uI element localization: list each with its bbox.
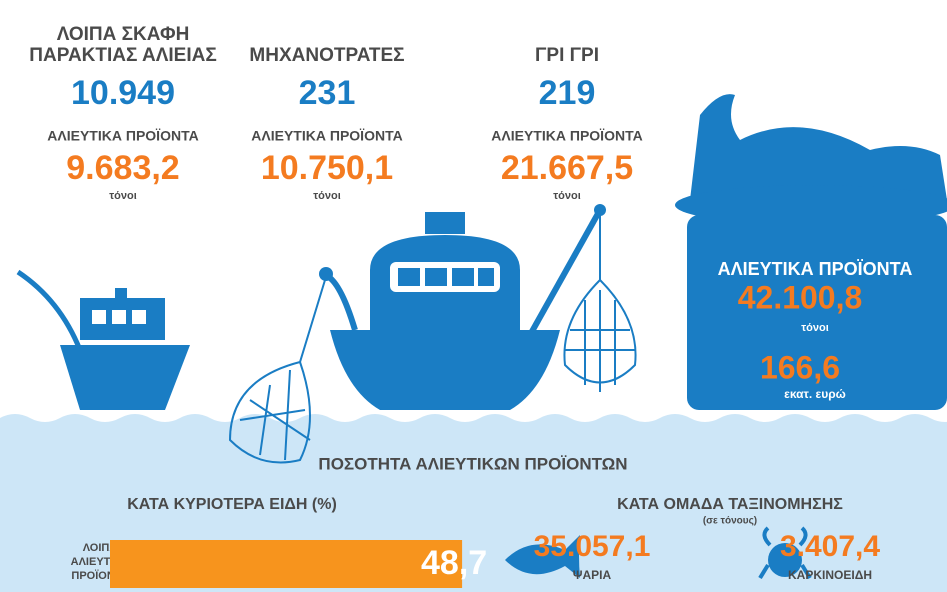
products-label: ΑΛΙΕΥΤΙΚΑ ΠΡΟΪΟΝΤΑ <box>47 128 198 144</box>
fleet-count: 219 <box>539 74 596 112</box>
fleet-title: ΛΟΙΠΑ ΣΚΑΦΗ <box>57 24 190 45</box>
products-value: 9.683,2 <box>66 149 179 187</box>
total-value: 166,6 <box>760 349 840 385</box>
nets <box>228 215 637 464</box>
bar-value: 48,7 <box>421 544 487 582</box>
icons <box>505 526 812 580</box>
subsection-title: ΚΑΤΑ ΟΜΑΔΑ ΤΑΞΙΝΟΜΗΣΗΣ <box>617 496 843 513</box>
unit: τόνοι <box>553 190 581 202</box>
bar-label: ΛΟΙΠΑ <box>83 542 118 554</box>
fleet-count: 231 <box>299 74 356 112</box>
products-label: ΑΛΙΕΥΤΙΚΑ ΠΡΟΪΟΝΤΑ <box>251 128 402 144</box>
section-title: ΠΟΣΟΤΗΤΑ ΑΛΙΕΥΤΙΚΩΝ ΠΡΟΪΟΝΤΩΝ <box>318 454 627 473</box>
subsection-subtitle: (σε τόνους) <box>703 516 757 527</box>
group-value: 3.407,4 <box>780 530 880 563</box>
products-value: 10.750,1 <box>261 149 393 187</box>
products-label: ΑΛΙΕΥΤΙΚΑ ΠΡΟΪΟΝΤΑ <box>491 128 642 144</box>
products-value: 21.667,5 <box>501 149 633 187</box>
unit: τόνοι <box>801 322 829 334</box>
unit: εκατ. ευρώ <box>784 387 846 401</box>
fleet-title: ΜΗΧΑΝΟΤΡΑΤΕΣ <box>249 45 404 66</box>
fleet-count: 10.949 <box>71 74 175 112</box>
bar <box>110 540 463 588</box>
unit: τόνοι <box>109 190 137 202</box>
fleet-title: ΓΡΙ ΓΡΙ <box>535 45 599 66</box>
total-label: ΑΛΙΕΥΤΙΚΑ ΠΡΟΪΟΝΤΑ <box>718 259 913 279</box>
fleet-title: ΠΑΡΑΚΤΙΑΣ ΑΛΙΕΙΑΣ <box>29 45 216 66</box>
unit: τόνοι <box>313 190 341 202</box>
group-label: ΚΑΡΚΙΝΟΕΙΔΗ <box>788 568 872 582</box>
group-label: ΨΑΡΙΑ <box>573 568 612 582</box>
subsection-title: ΚΑΤΑ ΚΥΡΙΟΤΕΡΑ ΕΙΔΗ (%) <box>127 496 337 513</box>
boats <box>16 94 947 410</box>
total-quantity: 42.100,8 <box>738 279 863 315</box>
group-value: 35.057,1 <box>534 530 651 563</box>
